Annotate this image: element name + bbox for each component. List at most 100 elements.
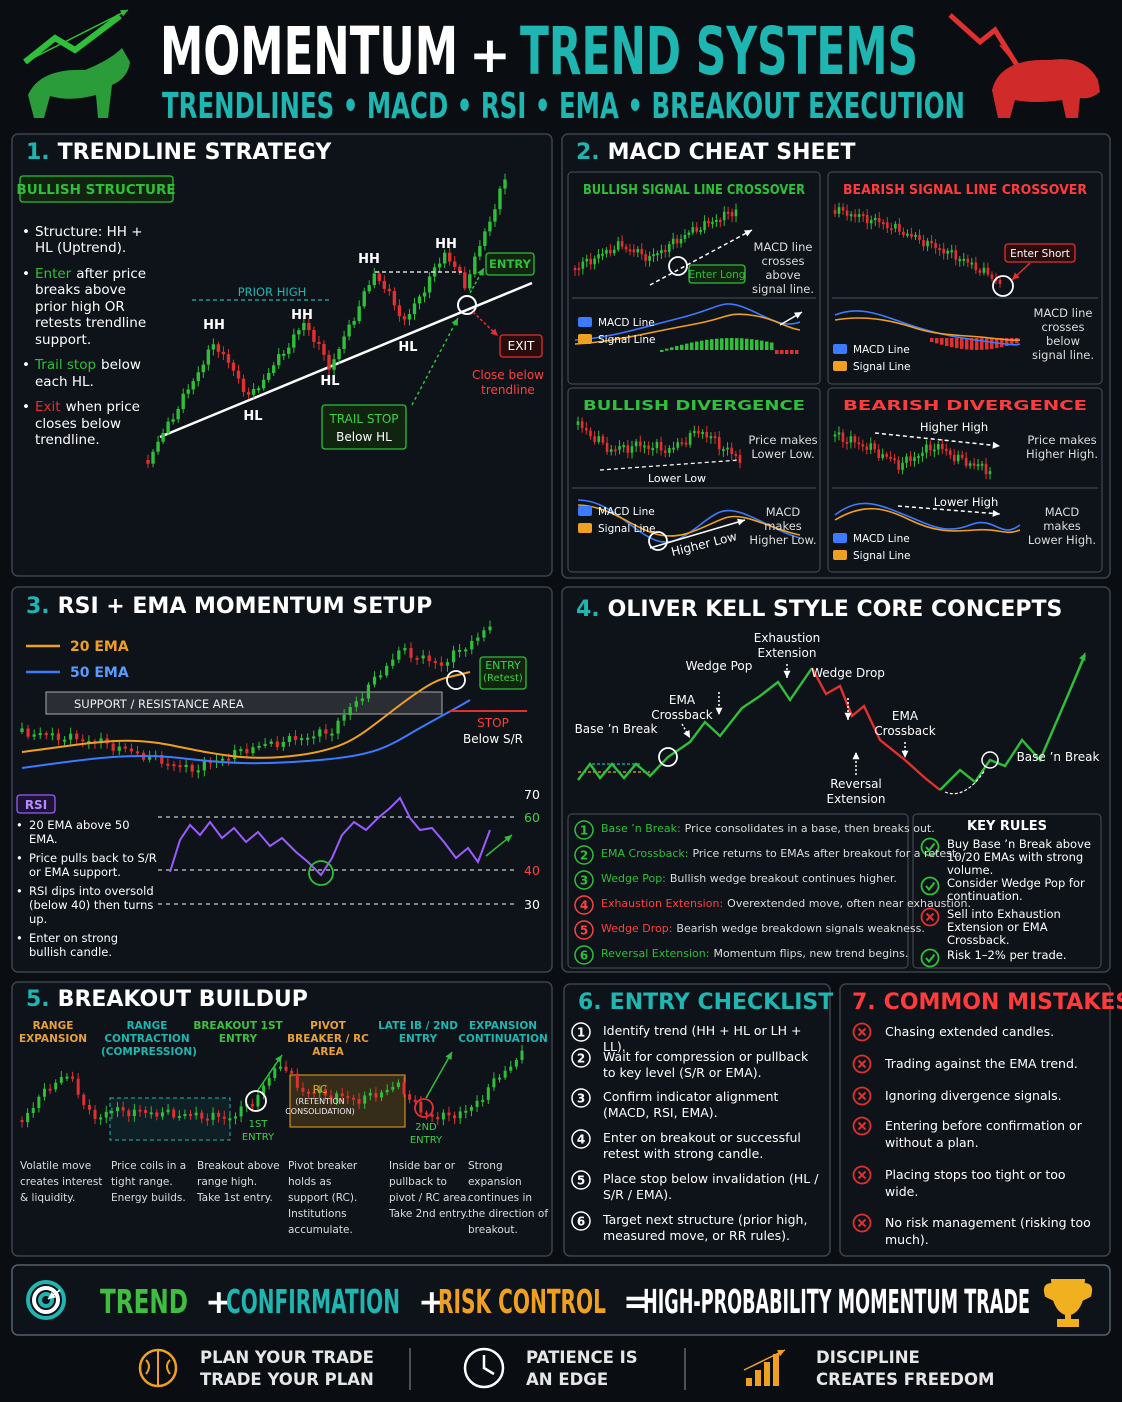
legend-label: MACD Line [598,506,655,518]
histogram-bar [780,350,784,354]
rsi-level: 30 [524,897,540,912]
candle [458,1111,462,1119]
ema-50 [21,699,471,769]
candle [37,1096,41,1109]
chart-label: EMA Crossback [874,709,936,738]
legend-label: 20 EMA [70,639,129,655]
histogram-bar [930,338,934,342]
candle [671,238,675,245]
candle [54,1082,58,1090]
histogram-bar [735,338,739,350]
candle [651,448,655,451]
candle [93,1109,97,1119]
candle [869,219,873,224]
panel-number: 7. [852,990,876,1015]
histogram-bar [760,340,764,350]
marker-circle [920,837,940,857]
exit-tag: EXIT [508,339,535,353]
candle [889,456,892,459]
candle [601,253,604,256]
candle [717,436,721,450]
panel-title-text: BREAKOUT BUILDUP [57,987,308,1012]
candle [352,321,356,325]
histogram-bar [970,338,974,350]
note: MACD makes Higher Low. [749,505,817,548]
candle [281,742,285,747]
note: MACD makes Lower High. [1027,505,1097,548]
candle [378,675,383,678]
candle [885,454,888,457]
candle [857,442,861,445]
candle [166,1109,170,1113]
histogram-bar [795,350,799,354]
chart-label: Wedge Drop [811,666,885,680]
candle [634,441,638,447]
candle [245,749,249,754]
panel-title-text: OLIVER KELL STYLE CORE CONCEPTS [607,597,1063,622]
price-up [939,654,1087,791]
candle [257,745,261,748]
candle [336,720,340,734]
candle [330,733,334,736]
candle [263,743,267,746]
chart-label: Reversal Extension [826,777,886,806]
note: MACD line crosses above signal line. [751,240,815,297]
candle [177,1116,181,1119]
candle [652,254,655,257]
candle [628,249,632,252]
candle [585,428,588,431]
check-icon [925,842,936,853]
concept-text: Overextended move, often near exhaustion… [727,897,971,910]
price-up [577,667,813,781]
stage-title: BREAKOUT 1ST ENTRY [193,1020,283,1045]
candle [946,250,949,254]
trophy-icon [1043,1279,1093,1327]
marker-circle [571,1048,591,1068]
candle [639,441,642,447]
histogram-bar [690,342,694,350]
candle [601,436,605,443]
candle [20,728,24,732]
candle [327,354,331,370]
candle [184,764,188,767]
candle [701,431,704,434]
candle [612,249,616,254]
candle [172,1109,176,1118]
banner-text: CONFIRMATION [226,1282,400,1321]
candle [655,441,659,449]
candle [691,227,695,233]
candle [909,456,912,462]
candle [614,449,617,452]
concept-term: Base ’n Break: [601,822,681,835]
signal-line [834,317,1021,341]
candle [483,231,487,247]
rule: Consider Wedge Pop for continuation. [947,876,1085,903]
candle [135,751,140,754]
candle [87,1104,91,1110]
candle [853,214,857,217]
subpanel-title: BEARISH DIVERGENCE [843,399,1087,414]
candle [877,449,881,458]
candle [713,436,717,439]
candle [302,322,306,331]
panel-title: 4. OLIVER KELL STYLE CORE CONCEPTS [576,597,1062,624]
arrowhead [120,10,128,17]
marker-circle [574,820,594,840]
candle [734,209,738,217]
candle [262,1085,266,1095]
candle [246,392,251,395]
candle [503,179,507,189]
candle [458,649,462,652]
candle [697,430,700,434]
chart-icon [773,1354,779,1386]
marker-circle [981,751,999,769]
panel-title: 5. BREAKOUT BUILDUP [26,987,308,1014]
chart-icon [746,1378,752,1386]
subpanel [567,387,821,573]
box [479,656,527,690]
histogram-bar [1010,338,1014,345]
candle [498,188,502,210]
step-number: 1 [580,824,588,838]
swing-label: HH [358,252,380,267]
rule: Buy Base ’n Break above 10/20 EMAs with … [947,837,1091,877]
